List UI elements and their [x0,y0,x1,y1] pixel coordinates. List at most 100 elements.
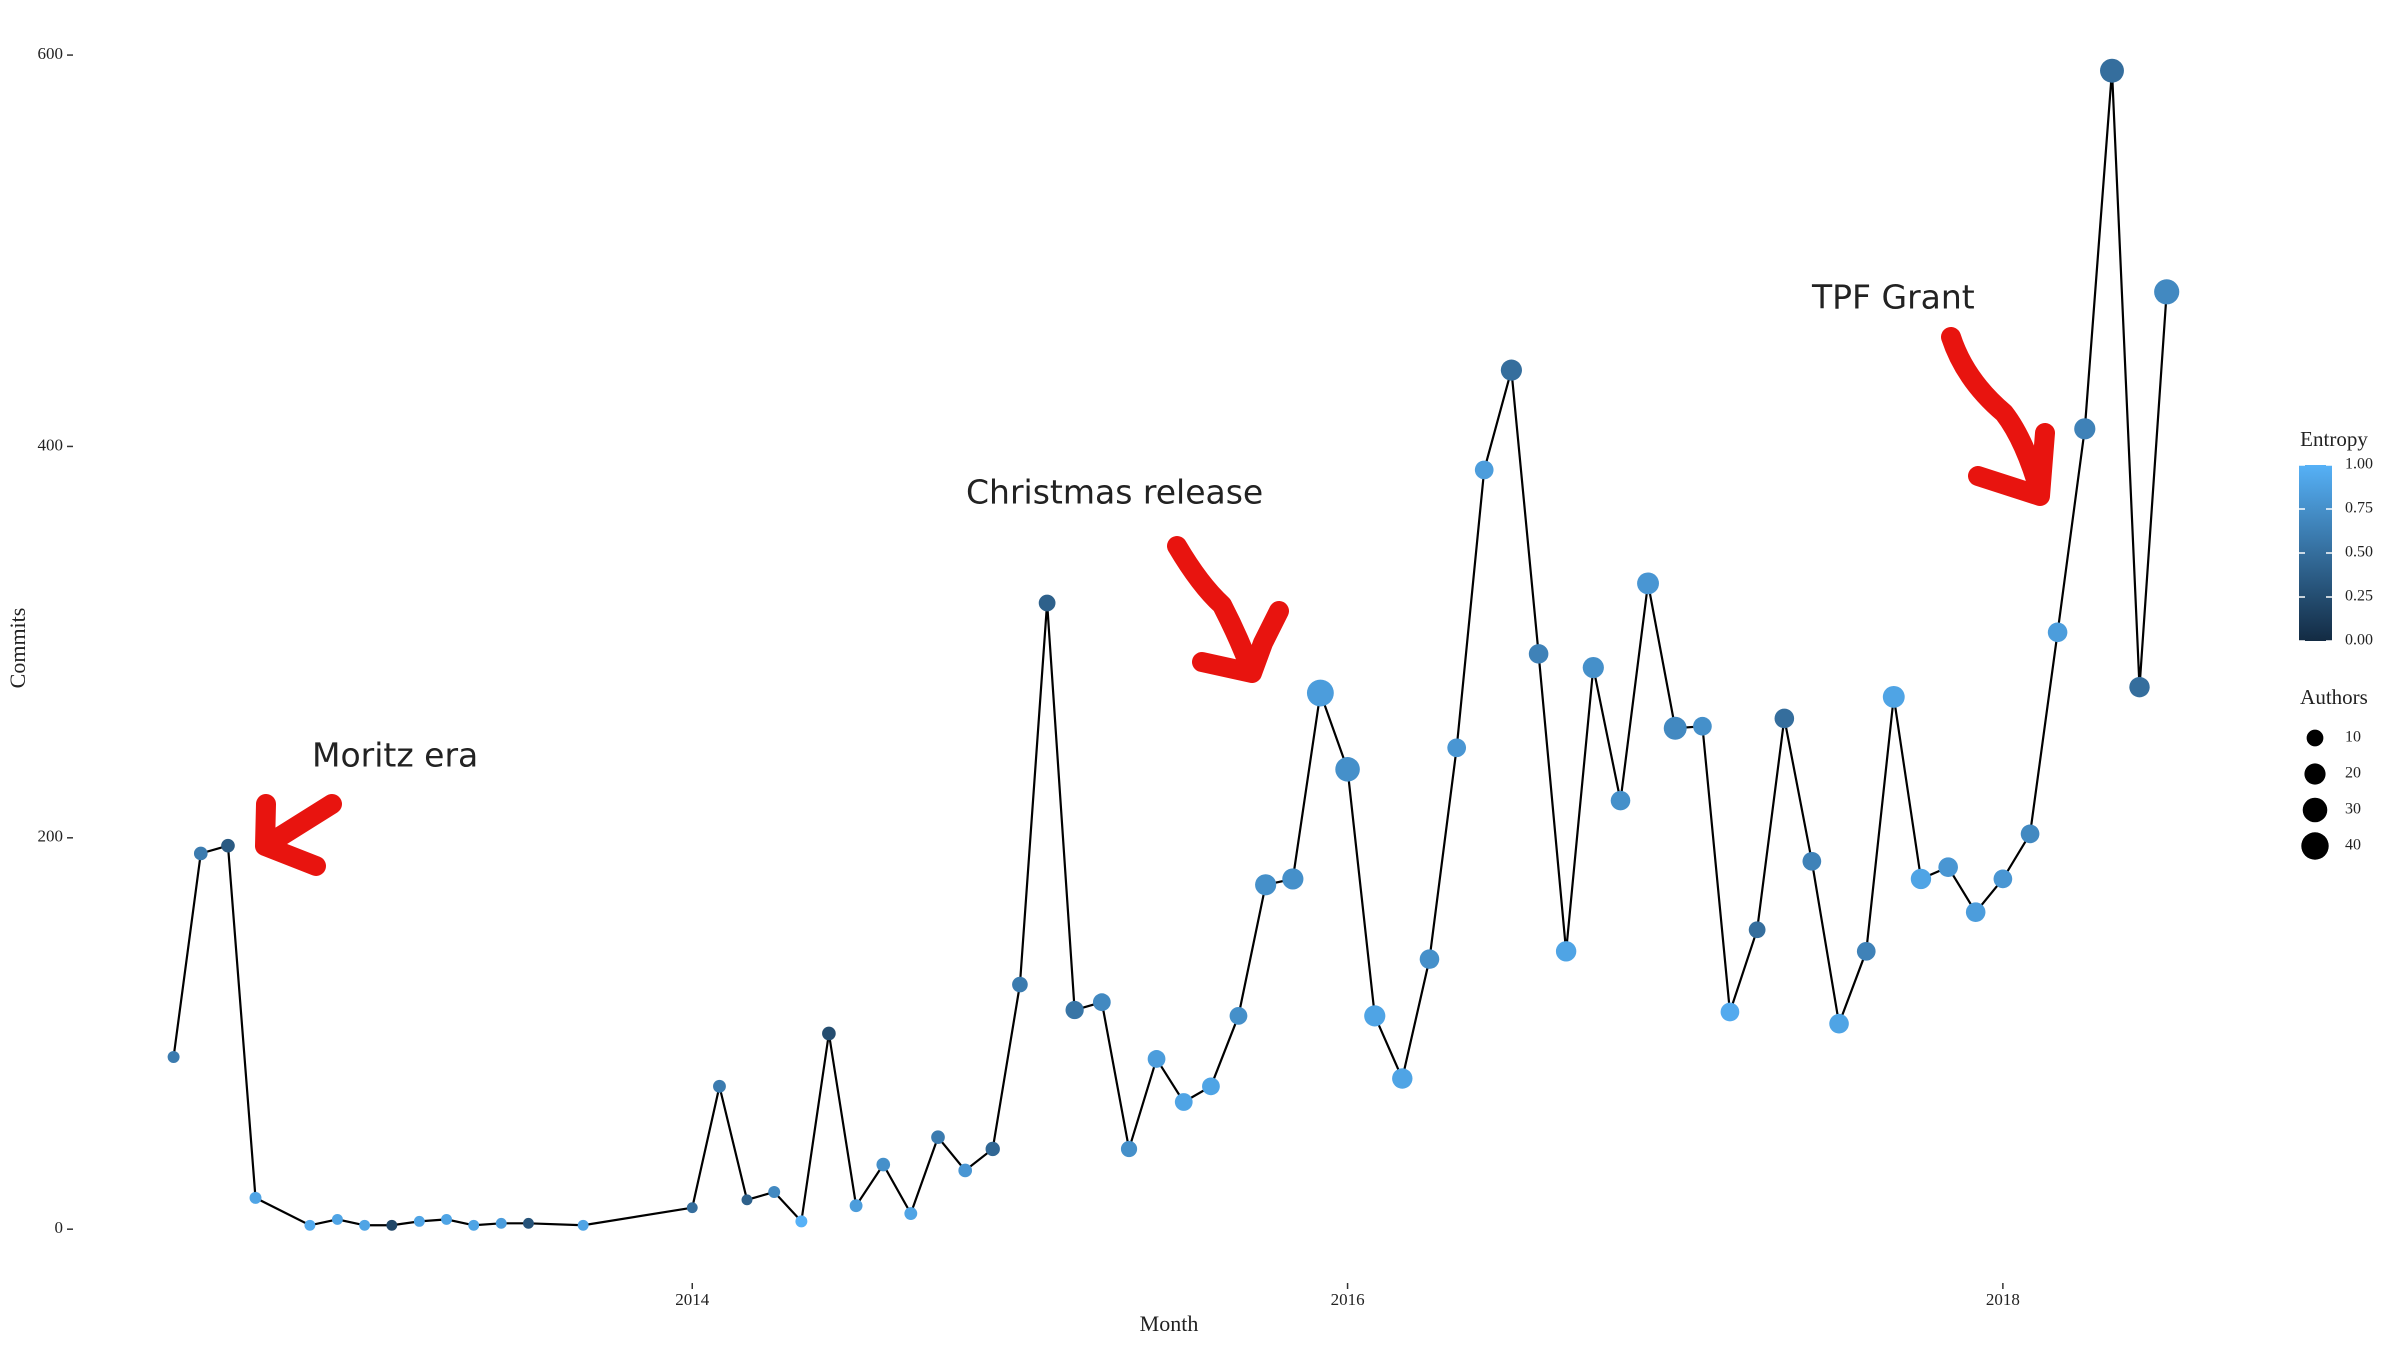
annotation: TPF Grant [1811,278,1975,317]
point [468,1219,480,1231]
legend-size-key [2306,729,2324,747]
arrow [1167,536,1289,683]
point [1555,941,1577,962]
point [1637,572,1659,595]
legend-size-key [2302,797,2328,823]
point [876,1157,891,1172]
arrow [1941,327,2055,506]
point [1065,1000,1084,1020]
point [1092,993,1111,1012]
point [1174,1093,1193,1111]
point [577,1219,589,1231]
point [167,1051,180,1063]
point [1993,869,2013,889]
point [2020,824,2040,844]
point [2129,676,2150,698]
point [1720,1002,1740,1022]
point [1364,1005,1386,1027]
point [1528,644,1549,664]
point [1500,359,1522,381]
point [386,1219,398,1231]
point [2154,279,2180,305]
legend-size-key [2304,763,2326,785]
legend-label: 20 [2345,765,2361,782]
annotation: Moritz era [312,736,478,775]
legend-size-key [2301,832,2329,860]
legend-label: 30 [2345,801,2361,818]
point [985,1141,1000,1157]
point [1965,902,1986,922]
point [221,838,235,853]
legend-label: 0.50 [2345,544,2373,561]
point [1147,1050,1166,1068]
point [1306,679,1334,707]
point [849,1199,863,1213]
point [359,1219,371,1231]
legend-label: 40 [2345,837,2361,854]
legend-label: 10 [2345,729,2361,746]
point [1938,857,1958,877]
point [1610,790,1631,811]
point [441,1213,452,1225]
point [1282,868,1304,890]
point [1229,1006,1248,1025]
point [822,1026,836,1041]
point [495,1217,507,1229]
point [768,1186,781,1198]
legend-label: 0.25 [2345,588,2373,605]
arrow [255,794,342,876]
legend-label: 0.00 [2345,632,2373,649]
point [1392,1068,1413,1089]
point [522,1217,534,1229]
point [1693,716,1712,736]
point [304,1219,316,1231]
point [331,1213,343,1225]
point [1856,941,1876,961]
y-tick-label: 200 [38,827,64,846]
point [1419,949,1440,969]
x-axis-label: Month [1140,1311,1199,1336]
legend-title: Entropy [2300,427,2368,451]
point [2100,58,2124,83]
line [172,70,2168,1227]
point [2074,418,2096,440]
point [1748,921,1766,939]
point [1774,708,1795,729]
point [1038,594,1056,612]
y-axis-label: Commits [5,608,30,689]
x-tick-label: 2016 [1331,1290,1365,1309]
point [1474,460,1494,480]
point [741,1194,753,1206]
point [1582,656,1604,679]
point [2047,622,2068,643]
point [931,1130,945,1145]
point [1663,716,1687,740]
point [1012,976,1028,993]
y-tick-label: 600 [38,44,64,63]
x-tick-label: 2014 [675,1290,710,1309]
point [904,1207,918,1220]
x-tick-label: 2018 [1986,1290,2020,1309]
point [1202,1077,1220,1096]
point [413,1215,425,1227]
point [193,846,208,861]
point [1120,1140,1138,1158]
annotation: Christmas release [966,473,1263,512]
point [1802,851,1822,871]
y-tick-label: 400 [38,435,64,454]
legend-label: 1.00 [2345,456,2373,473]
point [958,1163,973,1178]
point [1335,757,1360,782]
point [1882,685,1905,708]
point [1447,738,1467,758]
point [1910,868,1932,890]
legend-title: Authors [2300,685,2368,709]
annotation-arrows [255,327,2055,876]
point [795,1215,808,1228]
point [686,1202,698,1214]
point [713,1079,726,1093]
point [249,1191,262,1204]
point [1255,874,1277,896]
point [1829,1013,1849,1034]
